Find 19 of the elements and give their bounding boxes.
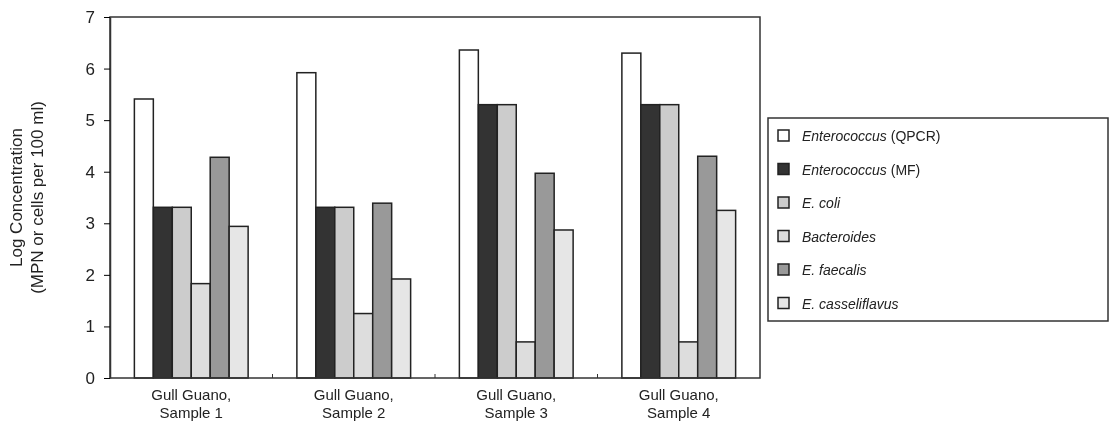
- legend-label: Enterococcus (MF): [802, 161, 921, 178]
- x-tick-label: Gull Guano, Sample 4: [638, 386, 719, 421]
- y-tick-label: 0: [85, 368, 95, 388]
- y-axis-title: Log Concentration (MPN or cells per 100 ml): [7, 101, 47, 294]
- x-tick-label: Gull Guano, Sample 1: [151, 386, 232, 421]
- y-tick-label: 7: [85, 7, 95, 27]
- legend-label: Bacteroides: [802, 228, 876, 245]
- legend-label: E. coli: [802, 195, 842, 211]
- x-tick-label: Gull Guano, Sample 3: [476, 386, 557, 421]
- legend-label: E. faecalis: [802, 262, 867, 278]
- x-tick-label: Gull Guano, Sample 2: [313, 386, 394, 421]
- y-tick-label: 5: [85, 111, 95, 131]
- legend-label: E. casseliflavus: [802, 295, 899, 312]
- y-tick-label: 1: [85, 317, 95, 337]
- y-tick-label: 2: [85, 265, 95, 285]
- y-tick-label: 6: [85, 59, 95, 79]
- y-tick-label: 4: [85, 162, 95, 182]
- legend-label: Enterococcus (QPCR): [802, 128, 941, 144]
- y-tick-label: 3: [85, 214, 95, 234]
